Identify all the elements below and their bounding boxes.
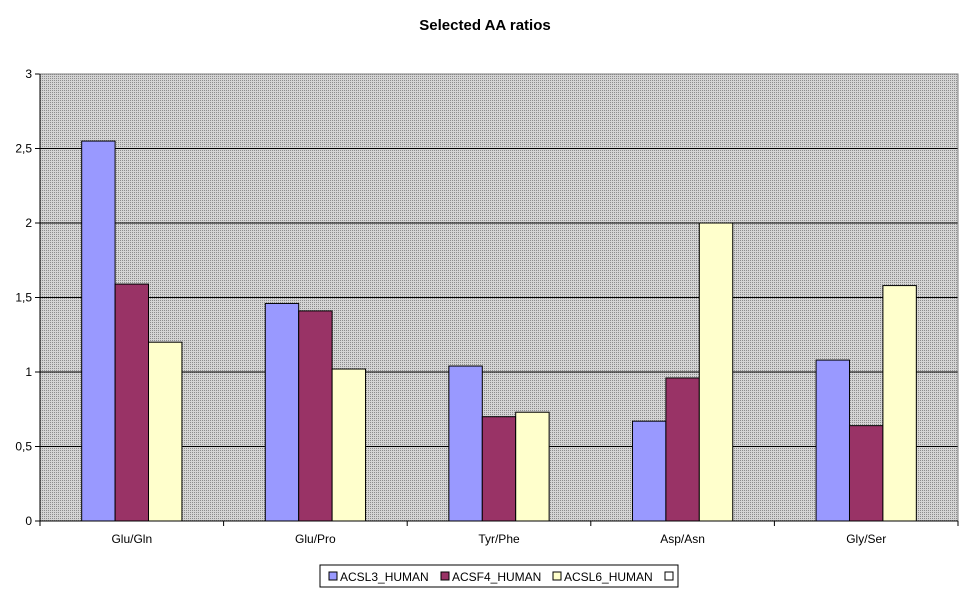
chart-title: Selected AA ratios [419, 17, 550, 34]
x-category-label: Glu/Pro [295, 532, 336, 546]
y-tick-label: 0 [25, 514, 32, 528]
bar-acsf4-human-glu-pro [298, 310, 333, 522]
x-category-label: Glu/Gln [111, 532, 152, 546]
x-category-label: Gly/Ser [846, 532, 886, 546]
y-tick-label: 1 [25, 365, 32, 379]
legend-label-acsf4: ACSF4_HUMAN [452, 570, 541, 584]
legend: ACSL3_HUMAN ACSF4_HUMAN ACSL6_HUMAN [319, 564, 679, 588]
x-category-label: Tyr/Phe [478, 532, 520, 546]
x-category-label: Asp/Asn [660, 532, 705, 546]
legend-swatch-empty [664, 571, 674, 581]
y-tick-label: 2 [25, 216, 32, 230]
bar-acsl6-human-asp-asn [698, 222, 734, 522]
y-tick-label: 1,5 [15, 291, 32, 305]
bar-acsl3-human-gly-ser [815, 359, 850, 522]
bars [81, 140, 917, 522]
bar-acsl6-human-tyr-phe [515, 411, 550, 522]
bar-acsl3-human-glu-gln [81, 140, 116, 522]
bar-acsf4-human-tyr-phe [481, 416, 517, 522]
legend-swatch-acsl6 [552, 571, 562, 581]
legend-swatch-acsf4 [440, 571, 450, 581]
y-tick-label: 0,5 [15, 440, 32, 454]
y-tick-label: 2,5 [15, 142, 32, 156]
legend-swatch-acsl3 [328, 571, 338, 581]
bar-acsl6-human-gly-ser [882, 285, 917, 522]
legend-label-acsl3: ACSL3_HUMAN [340, 570, 429, 584]
x-axis: Glu/Gln Glu/Pro Tyr/Phe Asp/Asn Gly/Ser [39, 520, 959, 546]
bar-acsf4-human-glu-gln [114, 283, 150, 522]
y-tick-label: 3 [25, 67, 32, 81]
legend-box [319, 564, 679, 588]
bar-acsl6-human-glu-pro [331, 368, 367, 522]
bar-acsf4-human-asp-asn [665, 377, 700, 522]
bar-acsf4-human-gly-ser [848, 425, 884, 522]
bar-acsl3-human-asp-asn [631, 420, 667, 522]
bar-acsl3-human-glu-pro [264, 302, 300, 522]
bar-acsl6-human-glu-gln [148, 341, 183, 522]
legend-label-acsl6: ACSL6_HUMAN [564, 570, 653, 584]
bar-acsl3-human-tyr-phe [448, 365, 483, 522]
